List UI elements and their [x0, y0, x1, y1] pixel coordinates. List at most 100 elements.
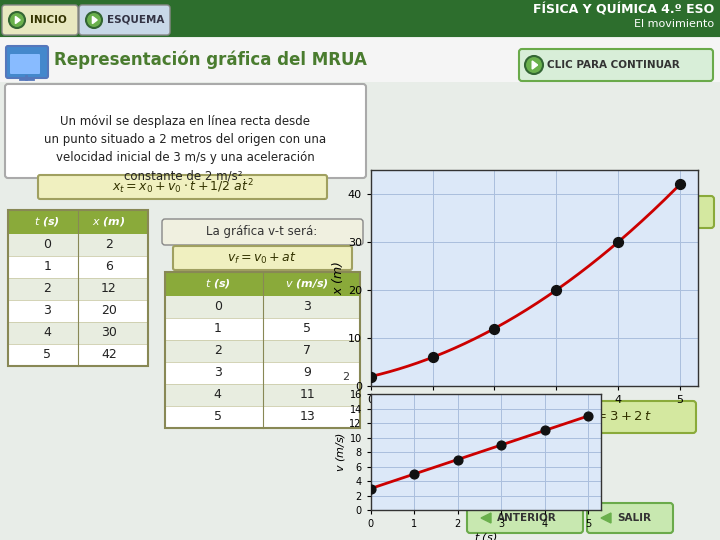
Text: 2: 2 [342, 372, 349, 381]
Text: 30: 30 [101, 327, 117, 340]
Text: La gráfica v-t será:: La gráfica v-t será: [207, 226, 318, 239]
FancyBboxPatch shape [10, 54, 40, 74]
Point [452, 455, 464, 464]
Bar [8, 278, 148, 300]
Text: 7: 7 [303, 345, 311, 357]
Point [539, 426, 551, 435]
Point [582, 411, 594, 420]
Text: 2: 2 [43, 282, 51, 295]
Text: ESQUEMA: ESQUEMA [107, 15, 164, 25]
X-axis label: $t$ (s): $t$ (s) [474, 531, 498, 540]
Bar [8, 256, 148, 278]
Point [551, 286, 562, 294]
Text: SALIR: SALIR [617, 513, 651, 523]
Text: 3: 3 [303, 300, 311, 314]
Bar [8, 322, 148, 344]
Bar [0, 0, 720, 37]
FancyBboxPatch shape [5, 84, 366, 178]
Y-axis label: $v$ (m/s): $v$ (m/s) [333, 432, 346, 472]
Circle shape [9, 12, 25, 28]
Text: 5: 5 [43, 348, 51, 361]
Text: $x_t = x_0 + v_0 \cdot t + 1/2\ at^2$: $x_t = x_0 + v_0 \cdot t + 1/2\ at^2$ [112, 178, 254, 197]
Point [365, 372, 377, 381]
FancyBboxPatch shape [587, 503, 673, 533]
Text: constante de 2 m/s².: constante de 2 m/s². [124, 170, 246, 183]
Point [408, 470, 420, 478]
Text: El movimiento: El movimiento [634, 19, 714, 29]
Bar [165, 318, 360, 340]
Bar [0, 82, 720, 540]
Text: velocidad inicial de 3 m/s y una aceleración: velocidad inicial de 3 m/s y una acelera… [55, 152, 315, 165]
FancyBboxPatch shape [173, 246, 352, 270]
Text: 6: 6 [105, 260, 113, 273]
FancyBboxPatch shape [519, 49, 713, 81]
Text: 11: 11 [300, 388, 315, 402]
Text: $t$ (s): $t$ (s) [35, 215, 60, 228]
Bar [165, 272, 360, 296]
Text: 1: 1 [43, 260, 51, 273]
Bar [8, 344, 148, 366]
Polygon shape [92, 16, 97, 24]
Point [674, 180, 685, 189]
Text: un punto situado a 2 metros del origen con una: un punto situado a 2 metros del origen c… [44, 133, 326, 146]
FancyBboxPatch shape [540, 196, 714, 228]
Text: 4: 4 [214, 388, 222, 402]
Bar [165, 272, 360, 428]
Text: $v_f = v_0 + at$: $v_f = v_0 + at$ [227, 251, 297, 266]
Point [365, 484, 377, 493]
Text: 9: 9 [303, 367, 311, 380]
Text: 3: 3 [214, 367, 222, 380]
FancyBboxPatch shape [6, 46, 48, 78]
FancyBboxPatch shape [79, 5, 170, 35]
Text: 13: 13 [300, 410, 315, 423]
FancyBboxPatch shape [38, 175, 327, 199]
FancyBboxPatch shape [467, 503, 583, 533]
Circle shape [525, 56, 543, 74]
Text: 5: 5 [214, 410, 222, 423]
Text: 0: 0 [43, 239, 51, 252]
Bar [8, 210, 148, 366]
Text: 0: 0 [214, 300, 222, 314]
Text: 3: 3 [43, 305, 51, 318]
Circle shape [86, 12, 102, 28]
Bar [8, 300, 148, 322]
X-axis label: $t$ (s): $t$ (s) [522, 407, 547, 422]
Point [612, 238, 624, 246]
Text: 12: 12 [101, 282, 117, 295]
Bar [165, 340, 360, 362]
Text: Un móvil se desplaza en línea recta desde: Un móvil se desplaza en línea recta desd… [60, 116, 310, 129]
Text: 4: 4 [43, 327, 51, 340]
Bar [165, 296, 360, 318]
Bar [165, 406, 360, 428]
Text: 2: 2 [214, 345, 222, 357]
FancyBboxPatch shape [2, 5, 78, 35]
Bar [0, 38, 720, 82]
Text: 20: 20 [101, 305, 117, 318]
Text: $t$ (s): $t$ (s) [204, 278, 230, 291]
Bar [8, 234, 148, 256]
Text: 5: 5 [303, 322, 311, 335]
FancyBboxPatch shape [162, 219, 363, 245]
Bar [8, 210, 148, 234]
Text: $v$ (m/s): $v$ (m/s) [285, 278, 329, 291]
Polygon shape [532, 61, 538, 69]
Point [495, 441, 507, 449]
Bar [165, 384, 360, 406]
FancyBboxPatch shape [540, 401, 696, 433]
Text: $v = 3 + 2\,t$: $v = 3 + 2\,t$ [585, 410, 652, 423]
Polygon shape [15, 16, 20, 24]
Polygon shape [481, 513, 491, 523]
Text: FÍSICA Y QUÍMICA 4.º ESO: FÍSICA Y QUÍMICA 4.º ESO [533, 3, 714, 17]
Text: Representación gráfica del MRUA: Representación gráfica del MRUA [54, 51, 367, 69]
Text: 2: 2 [105, 239, 113, 252]
Bar [165, 362, 360, 384]
Point [489, 324, 500, 333]
Point [427, 353, 438, 362]
Y-axis label: $x$ (m): $x$ (m) [330, 261, 345, 295]
Text: $x_t = 2 + 3\,t + t^2$: $x_t = 2 + 3\,t + t^2$ [580, 202, 673, 221]
Text: INICIO: INICIO [30, 15, 67, 25]
Text: 42: 42 [101, 348, 117, 361]
Polygon shape [601, 513, 611, 523]
Text: CLIC PARA CONTINUAR: CLIC PARA CONTINUAR [547, 60, 680, 70]
Text: 1: 1 [214, 322, 222, 335]
